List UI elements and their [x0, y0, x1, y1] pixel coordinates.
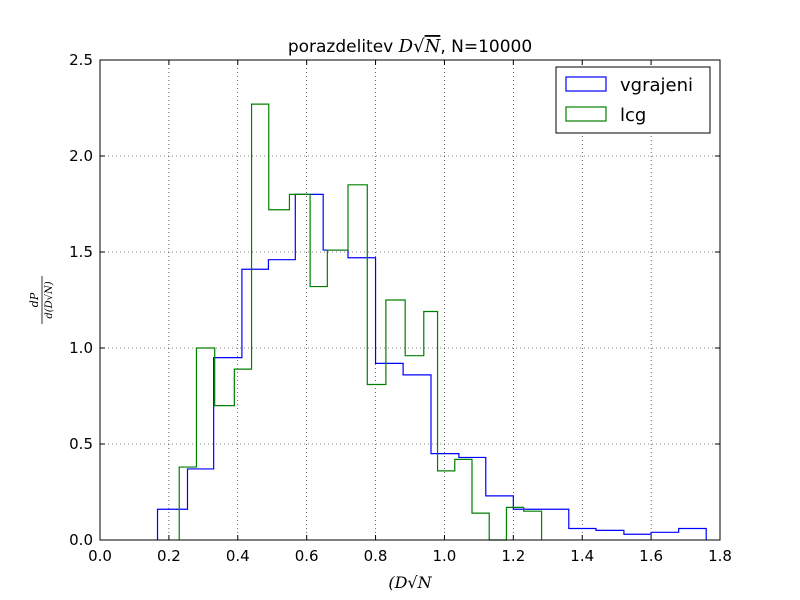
histogram-bin-lcg: [472, 513, 489, 540]
y-tick-label: 2.0: [69, 147, 93, 165]
histogram-bin-lcg: [348, 185, 367, 540]
histogram-bin-vgrajeni: [624, 534, 651, 540]
chart-title-sqrt: √: [413, 36, 425, 57]
histogram-bin-lcg: [196, 348, 214, 540]
y-tick-label: 1.5: [69, 243, 93, 261]
chart-title-math-base: D: [398, 36, 414, 57]
x-tick-label: 0.8: [364, 547, 388, 565]
chart-title-prefix: porazdelitev: [288, 37, 399, 57]
histogram-bin-lcg: [438, 471, 455, 540]
histogram-bin-lcg: [252, 104, 269, 540]
histogram-bin-lcg: [327, 250, 348, 540]
grid-lines: [100, 60, 720, 540]
histogram-step-outline-lcg: [178, 103, 543, 541]
histogram-bin-lcg: [405, 356, 424, 540]
x-tick-label: 1.0: [433, 547, 457, 565]
x-tick-label: 1.4: [570, 547, 594, 565]
histogram-bin-vgrajeni: [651, 532, 679, 540]
y-tick-label: 0.5: [69, 435, 93, 453]
histogram-bin-lcg: [234, 369, 251, 540]
series-lcg: [178, 103, 543, 541]
x-tick-label: 0.2: [157, 547, 181, 565]
legend: vgrajeni lcg: [555, 66, 711, 134]
histogram-bin-lcg: [455, 459, 472, 540]
histogram-bin-lcg: [289, 194, 310, 540]
x-axis-label: (D√N: [388, 573, 432, 592]
histogram-bin-lcg: [179, 467, 196, 540]
chart-title-math-radical: N: [424, 36, 442, 57]
histogram-bin-lcg: [386, 300, 405, 540]
histogram-bin-lcg: [215, 406, 235, 540]
y-tick-label: 1.0: [69, 339, 93, 357]
legend-box: [555, 66, 711, 134]
y-tick-label: 2.5: [69, 51, 93, 69]
legend-label-vgrajeni: vgrajeni: [620, 75, 693, 96]
histogram-bin-lcg: [424, 312, 438, 540]
x-tick-label: 1.6: [639, 547, 663, 565]
y-axis-label-denominator: d(D√N): [44, 281, 55, 318]
histogram-step-outline-vgrajeni: [156, 193, 707, 540]
plot-frame: [99, 59, 721, 541]
x-tick-label: 1.8: [708, 547, 732, 565]
legend-swatch-lcg: [565, 106, 607, 122]
x-tick-label: 0.4: [226, 547, 250, 565]
histogram-bin-lcg: [269, 210, 290, 540]
y-axis-label-numerator: dP: [28, 292, 41, 307]
histogram-bin-vgrajeni: [679, 528, 707, 540]
axis-ticks: 0.0 0.2 0.4 0.6 0.8 1.0 1.2 1.4 1.6 1.8 0.0 0.5 1.0 1…: [69, 51, 732, 565]
x-tick-label: 0.0: [88, 547, 112, 565]
x-tick-label: 0.6: [295, 547, 319, 565]
histogram-bin-vgrajeni: [542, 509, 569, 540]
histogram-bin-vgrajeni: [596, 530, 624, 540]
y-axis-label: dP d(D√N): [28, 276, 55, 324]
series-vgrajeni: [156, 193, 707, 540]
histogram-bin-lcg: [367, 384, 386, 540]
chart-title-suffix: , N=10000: [440, 37, 532, 57]
histogram-bin-lcg: [310, 287, 327, 540]
y-tick-label: 0.0: [69, 531, 93, 549]
plot-area: [100, 60, 720, 540]
x-tick-label: 1.2: [501, 547, 525, 565]
histogram-bin-lcg: [506, 507, 523, 540]
chart-title: porazdelitev D√N, N=10000: [288, 36, 532, 57]
histogram-bin-lcg: [524, 511, 542, 540]
legend-swatch-vgrajeni: [565, 76, 607, 92]
series-layer: [156, 103, 707, 541]
legend-label-lcg: lcg: [620, 105, 646, 126]
